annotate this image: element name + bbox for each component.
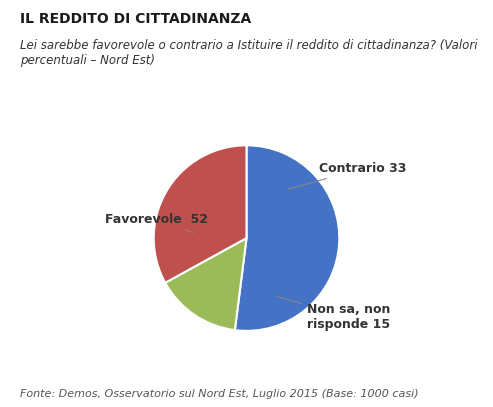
Text: Non sa, non
risponde 15: Non sa, non risponde 15 — [277, 296, 390, 331]
Text: Favorevole  52: Favorevole 52 — [106, 213, 209, 232]
Text: Contrario 33: Contrario 33 — [288, 162, 406, 189]
Wedge shape — [235, 145, 339, 331]
Wedge shape — [154, 145, 246, 283]
Wedge shape — [165, 238, 246, 330]
Text: IL REDDITO DI CITTADINANZA: IL REDDITO DI CITTADINANZA — [20, 12, 251, 26]
Text: Fonte: Demos, Osservatorio sul Nord Est, Luglio 2015 (Base: 1000 casi): Fonte: Demos, Osservatorio sul Nord Est,… — [20, 389, 419, 399]
Text: Lei sarebbe favorevole o contrario a Istituire il reddito di cittadinanza? (Valo: Lei sarebbe favorevole o contrario a Ist… — [20, 39, 477, 67]
